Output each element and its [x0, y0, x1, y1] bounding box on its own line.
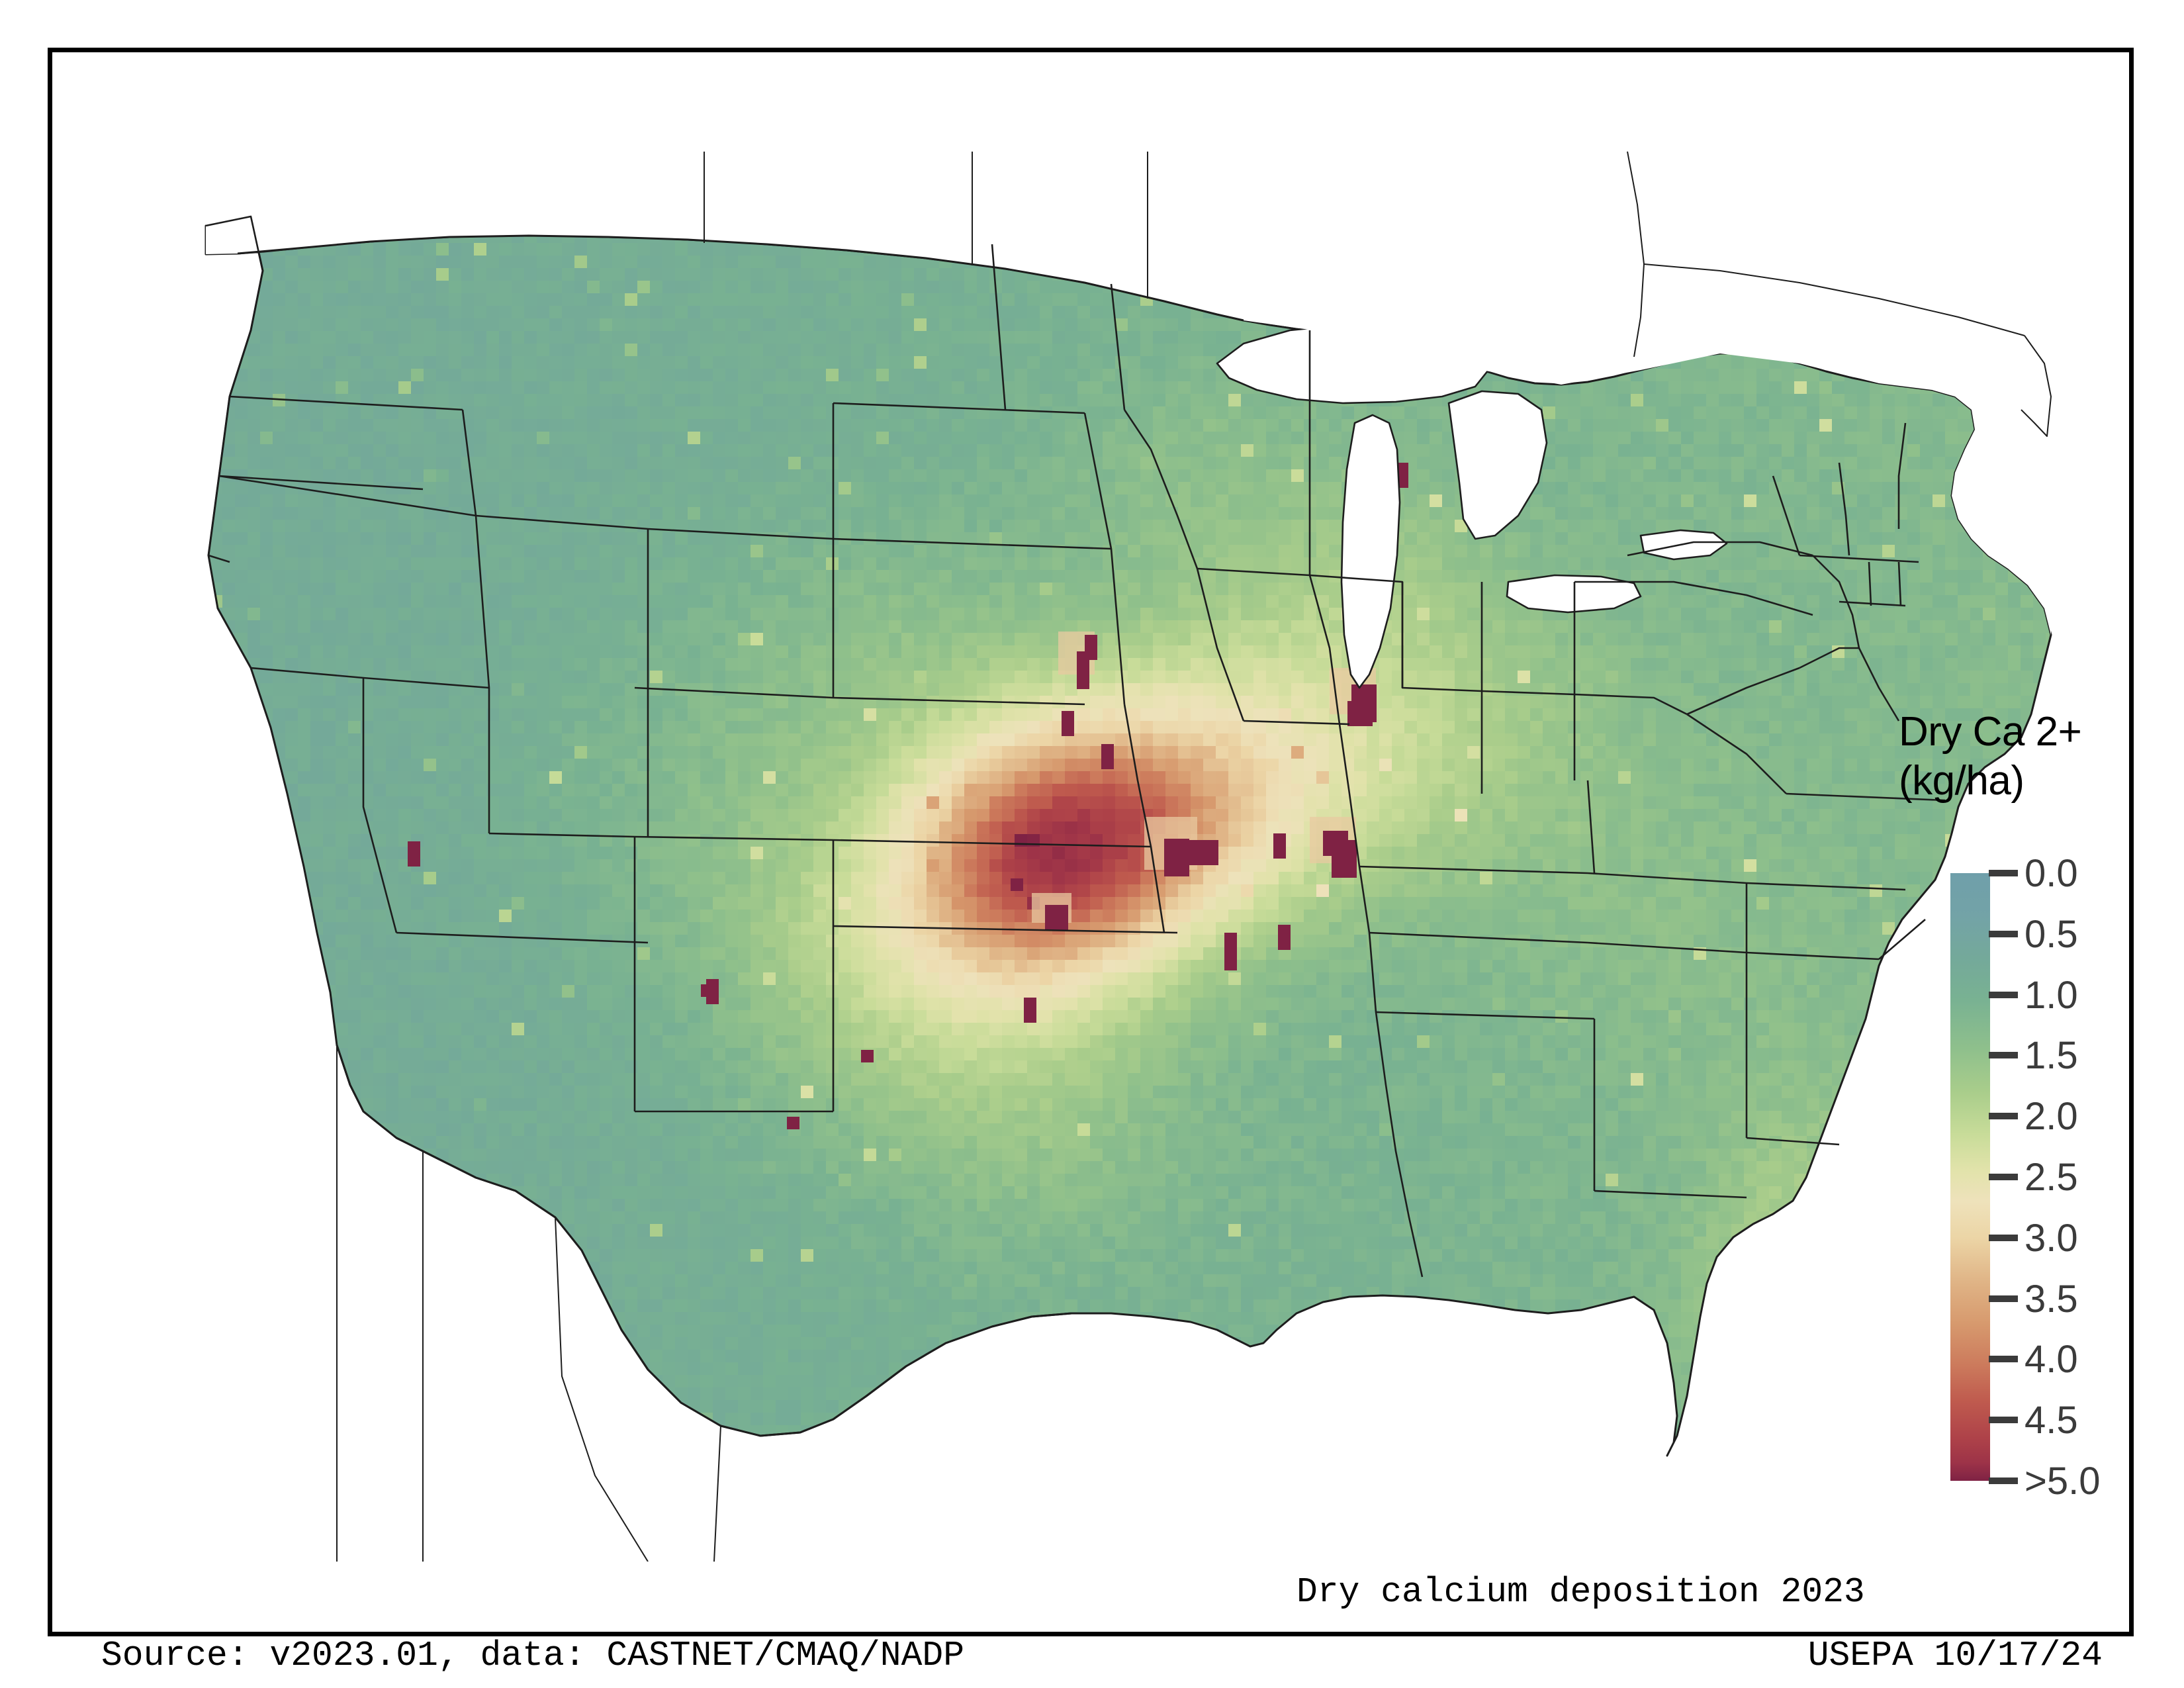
tick-mark: [1989, 1234, 2018, 1241]
tick-label: 3.5: [2025, 1277, 2078, 1321]
us-deposition-map: [52, 52, 2129, 1562]
tick-label: 4.0: [2025, 1338, 2078, 1382]
colorbar-title-line2: (kg/ha): [1899, 758, 2025, 804]
map-canvas: [52, 52, 2129, 1562]
tick-label: 2.0: [2025, 1095, 2078, 1139]
tick-label: 1.0: [2025, 973, 2078, 1017]
colorbar-ticks: 0.0 0.5 1.0 1.5 2.0 2.5 3.0 3.5 4.0 4.5 >5.0: [1950, 852, 2169, 1503]
agency-caption: USEPA 10/17/24: [1807, 1636, 2103, 1675]
tick-mark: [1989, 1052, 2018, 1059]
tick-label: 0.5: [2025, 912, 2078, 956]
tick-label: 3.0: [2025, 1216, 2078, 1260]
tick-mark: [1989, 1174, 2018, 1180]
tick-mark: [1989, 1477, 2018, 1484]
colorbar-title-line1: Dry Ca 2+: [1899, 709, 2082, 755]
figure-frame: Dry Ca 2+ (kg/ha): [48, 48, 2137, 1675]
tick-label: 1.5: [2025, 1034, 2078, 1078]
map-outlines: [205, 151, 2052, 1562]
tick-mark: [1989, 1295, 2018, 1302]
colorbar-title: Dry Ca 2+ (kg/ha): [1899, 708, 2137, 806]
tick-mark: [1989, 930, 2018, 937]
source-caption: Source: v2023.01, data: CASTNET/CMAQ/NAD…: [101, 1636, 965, 1675]
plot-title: Dry calcium deposition 2023: [1297, 1572, 1865, 1612]
tick-mark: [1989, 1113, 2018, 1120]
tick-label: 4.5: [2025, 1399, 2078, 1442]
tick-label: >5.0: [2025, 1460, 2101, 1503]
tick-mark: [1989, 1417, 2018, 1424]
tick-mark: [1989, 1356, 2018, 1363]
tick-label: 0.0: [2025, 852, 2078, 895]
colorbar-gradient: [1950, 873, 1990, 1481]
tick-mark: [1989, 991, 2018, 998]
tick-mark: [1989, 870, 2018, 876]
tick-label: 2.5: [2025, 1156, 2078, 1199]
